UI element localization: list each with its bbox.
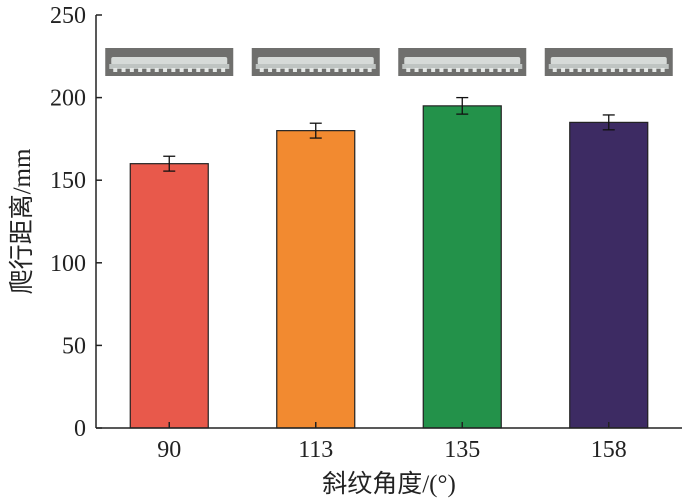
y-axis-title: 爬行距离/mm [8, 148, 36, 294]
x-ticks: 90 113 135 158 [157, 422, 627, 463]
bars [129, 105, 649, 429]
inset-photo-113 [251, 48, 380, 76]
x-tick-label-113: 113 [298, 437, 333, 463]
inset-photo-90 [105, 48, 234, 76]
bar-158 [569, 121, 649, 429]
error-bar-90 [163, 155, 176, 172]
error-bar-113 [309, 122, 322, 139]
error-bars [163, 96, 615, 172]
y-tick-label: 250 [50, 3, 86, 29]
y-tick-label: 100 [50, 251, 86, 277]
inset-photo-158 [544, 48, 673, 76]
y-tick-label: 0 [74, 416, 86, 442]
y-ticks: 0 50 100 150 200 250 [50, 3, 102, 442]
y-tick-label: 200 [50, 86, 86, 112]
bar-113 [276, 130, 356, 429]
x-tick-label-158: 158 [591, 437, 627, 463]
x-tick-label-90: 90 [157, 437, 181, 463]
error-bar-158 [602, 114, 615, 131]
y-tick-label: 150 [50, 168, 86, 194]
x-axis-title: 斜纹角度/(°) [322, 470, 456, 498]
inset-photo-135 [398, 48, 527, 76]
inset-photos [105, 48, 673, 76]
y-tick-label: 50 [62, 333, 86, 359]
x-tick-label-135: 135 [444, 437, 480, 463]
bar-90 [129, 163, 209, 429]
bar-135 [422, 105, 502, 429]
error-bar-135 [456, 96, 469, 115]
